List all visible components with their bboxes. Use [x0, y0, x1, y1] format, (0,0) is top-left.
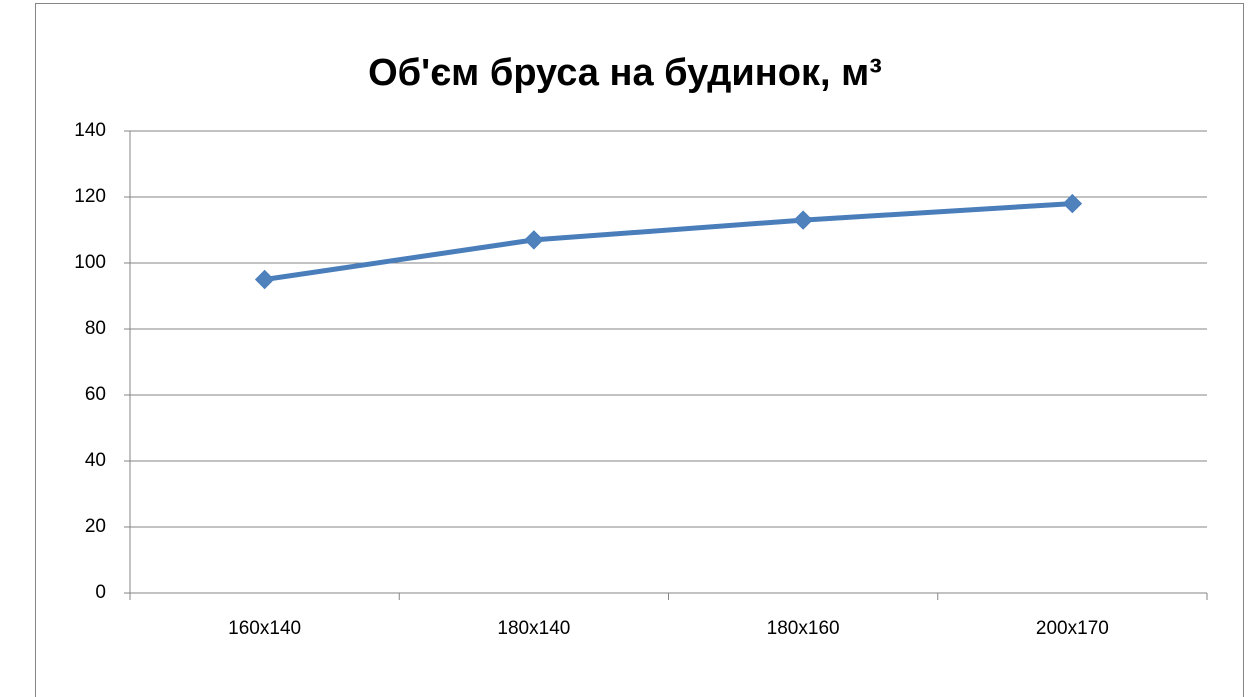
y-tick-label: 20 [85, 516, 106, 537]
y-tick-label: 40 [85, 450, 106, 471]
line [264, 201, 1073, 282]
x-tick-label: 200x170 [1036, 618, 1109, 639]
y-tick-label: 80 [85, 318, 106, 339]
marker [1062, 193, 1083, 214]
x-tick-label: 180x140 [497, 618, 570, 639]
y-tick-label: 0 [95, 582, 106, 603]
marker [524, 230, 544, 250]
marker [793, 210, 813, 230]
chart-border [35, 3, 1244, 697]
y-tick-label: 120 [74, 186, 106, 207]
marker [254, 269, 275, 290]
x-tick-label: 160x140 [228, 618, 301, 639]
y-tick-label: 60 [85, 384, 106, 405]
y-tick-label: 100 [74, 252, 106, 273]
x-tick-label: 180x160 [767, 618, 840, 639]
y-tick-label: 140 [74, 120, 106, 141]
chart-title: Об'єм бруса на будинок, м³ [368, 52, 882, 94]
